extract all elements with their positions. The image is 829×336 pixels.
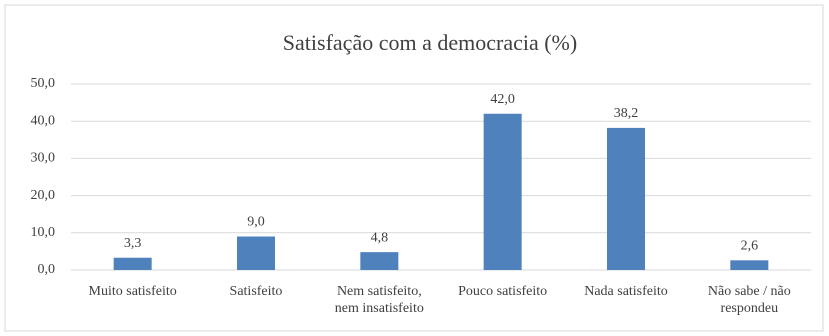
data-label: 38,2 — [614, 106, 639, 121]
data-label: 9,0 — [247, 215, 265, 230]
data-label: 42,0 — [490, 92, 515, 107]
y-tick-label: 50,0 — [31, 76, 56, 91]
bar — [360, 252, 399, 270]
x-tick-label: Nem satisfeito, nem insatisfeito — [334, 284, 424, 316]
x-tick-label: Nada satisfeito — [584, 284, 668, 299]
y-tick-label: 40,0 — [31, 113, 56, 128]
data-label: 2,6 — [741, 239, 759, 254]
x-tick-label: Não sabe / não respondeu — [707, 284, 791, 316]
x-tick-label: Muito satisfeito — [88, 284, 177, 299]
y-tick-label: 30,0 — [31, 151, 56, 166]
bar — [237, 236, 275, 270]
chart-border — [4, 4, 824, 332]
data-label: 3,3 — [124, 236, 142, 251]
x-tick-label: Satisfeito — [229, 284, 283, 299]
bar — [113, 257, 152, 270]
x-tick-label: Pouco satisfeito — [458, 284, 548, 299]
bar — [730, 260, 769, 270]
chart-title: Satisfação com a democracia (%) — [283, 30, 577, 55]
data-label: 4,8 — [371, 230, 389, 245]
y-tick-label: 0,0 — [38, 262, 56, 277]
y-tick-label: 20,0 — [31, 188, 56, 203]
bar — [607, 127, 645, 270]
bar — [483, 113, 522, 270]
y-tick-label: 10,0 — [31, 225, 56, 240]
